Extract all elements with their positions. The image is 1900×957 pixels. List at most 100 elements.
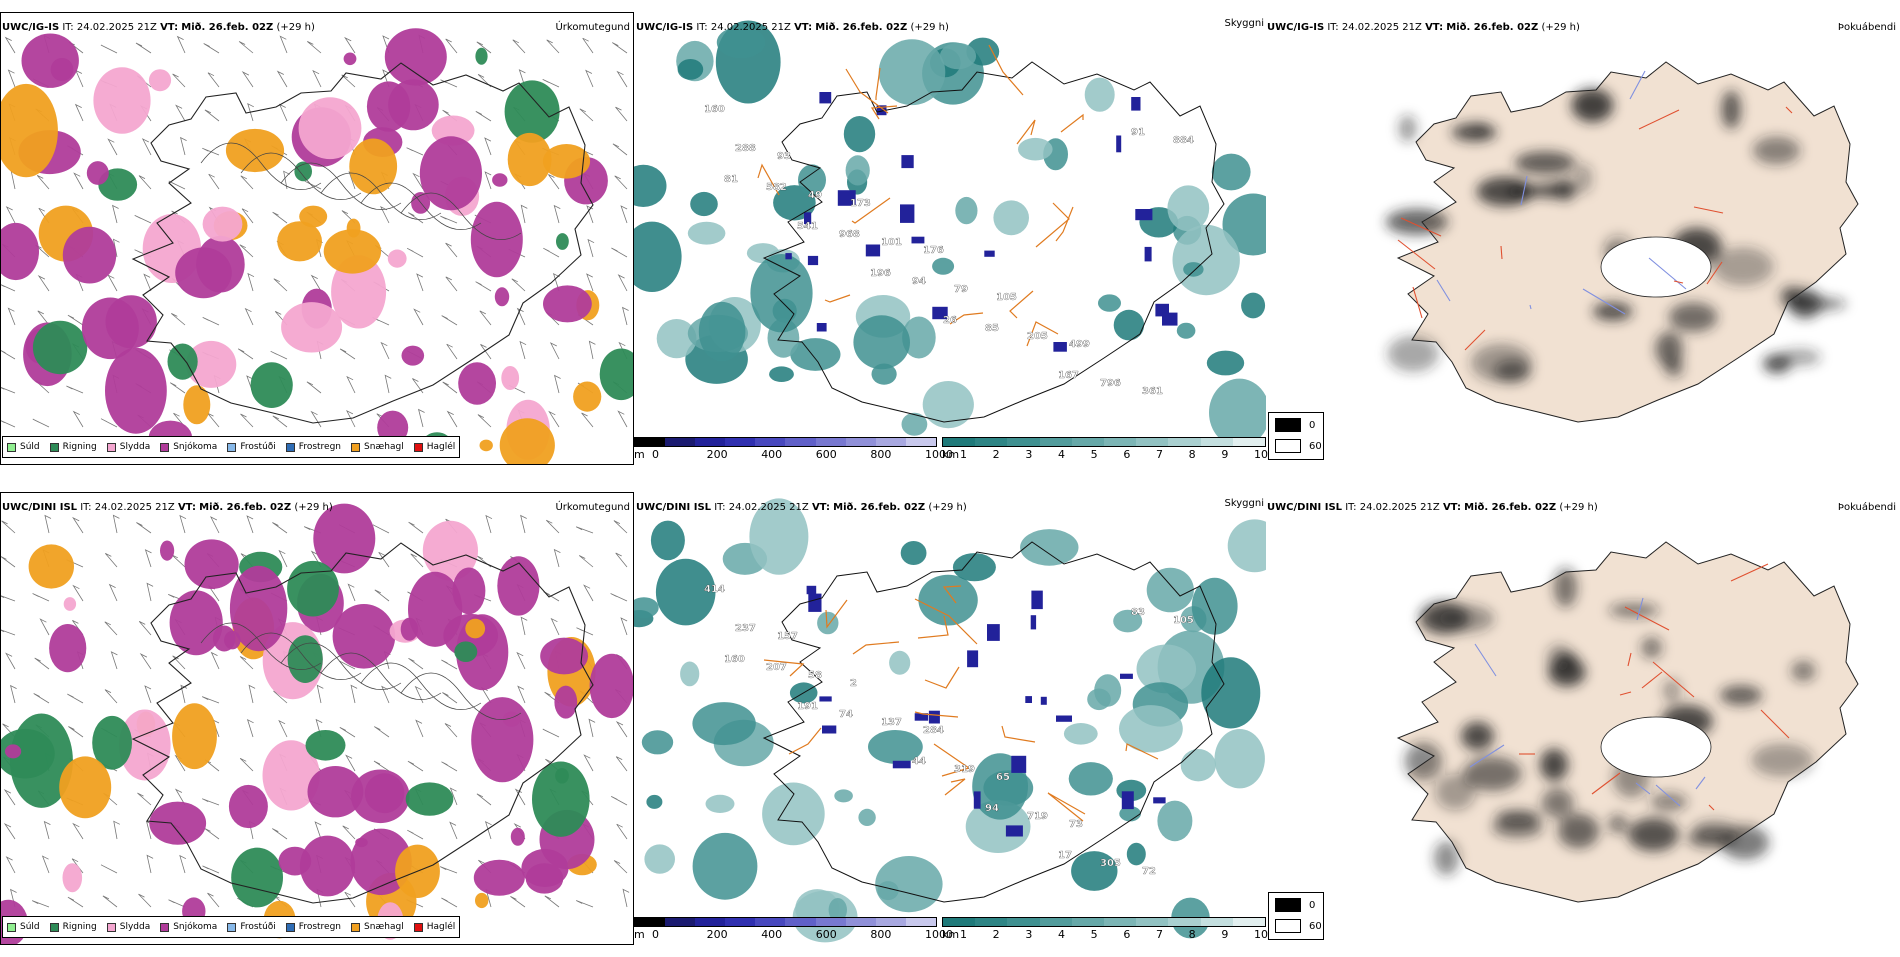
wind-barb bbox=[407, 829, 424, 840]
visibility-value-label: 81 bbox=[724, 174, 738, 185]
wind-barb bbox=[613, 860, 628, 874]
colorbar-bin bbox=[815, 438, 846, 446]
visibility-cell bbox=[918, 574, 978, 626]
road-line bbox=[1016, 119, 1036, 145]
low-visibility-cell bbox=[914, 713, 929, 721]
visibility-map-top: 160 93 173 176 105 499 361 288 49 101 79 205 796 884 5… bbox=[634, 20, 1266, 447]
precip-cell bbox=[169, 590, 223, 656]
road-line bbox=[1706, 261, 1723, 285]
colorbar-tick: 8 bbox=[1188, 928, 1196, 941]
legend-item: Frostúði bbox=[227, 922, 276, 932]
road-line bbox=[1001, 725, 1036, 743]
wind-barb bbox=[442, 692, 458, 704]
wind-barb bbox=[576, 900, 594, 908]
road-line bbox=[1760, 709, 1790, 739]
road-line bbox=[870, 105, 898, 120]
wind-barb bbox=[588, 340, 596, 360]
visibility-cell bbox=[790, 338, 841, 371]
wind-barb bbox=[39, 618, 50, 636]
visibility-cell bbox=[853, 315, 910, 370]
road-line bbox=[845, 68, 889, 114]
wind-barb bbox=[138, 893, 152, 908]
wind-barb bbox=[441, 897, 458, 908]
precip-cell bbox=[28, 544, 74, 589]
it-value: 24.02.2025 21Z bbox=[94, 502, 175, 513]
fog-panel-top bbox=[1266, 12, 1900, 465]
visibility-cell bbox=[955, 196, 978, 225]
legend-swatch bbox=[7, 442, 16, 452]
wind-barb bbox=[43, 820, 51, 840]
road-line bbox=[949, 312, 984, 325]
wind-barb bbox=[410, 553, 424, 568]
fog-cell bbox=[1592, 302, 1633, 321]
precip-cell bbox=[525, 863, 564, 894]
fog-cell bbox=[1650, 793, 1688, 811]
wind-barb bbox=[202, 147, 220, 156]
wind-barb bbox=[576, 627, 594, 636]
visibility-value-label: 288 bbox=[735, 143, 756, 154]
visibility-cell bbox=[1113, 309, 1145, 341]
precip-cell bbox=[225, 128, 285, 173]
glacier bbox=[1600, 236, 1712, 298]
wind-barb bbox=[72, 410, 84, 428]
wind-barb bbox=[586, 273, 594, 292]
fog-map-bottom bbox=[1396, 541, 1859, 903]
road-line bbox=[1591, 772, 1621, 795]
road-line bbox=[1464, 329, 1486, 351]
colorbar-tick: 5 bbox=[1090, 448, 1098, 461]
precip-cell bbox=[160, 540, 175, 561]
wind-barb bbox=[542, 728, 560, 738]
visibility-cell bbox=[650, 520, 685, 561]
road-line bbox=[933, 743, 971, 777]
road-line bbox=[988, 44, 1024, 96]
fog-cell bbox=[1433, 840, 1459, 876]
precip-cell bbox=[473, 859, 525, 896]
visibility-cell bbox=[878, 39, 946, 106]
precip-cell bbox=[305, 730, 346, 761]
wind-barb bbox=[444, 723, 458, 738]
colorbar-bin bbox=[1200, 438, 1233, 446]
legend-item: Frostregn bbox=[285, 442, 341, 452]
wind-barb bbox=[549, 342, 560, 360]
river-line bbox=[1629, 70, 1646, 100]
visibility-cell bbox=[1094, 674, 1122, 707]
precip-cell bbox=[1, 83, 58, 178]
colorbar-bin bbox=[635, 438, 666, 446]
colorbar-strip bbox=[942, 437, 1266, 447]
wind-barb bbox=[553, 374, 561, 394]
precip-cell bbox=[32, 320, 88, 375]
wind-barb bbox=[67, 314, 84, 326]
visibility-value-label: 83 bbox=[1131, 607, 1145, 618]
visibility-value-label: 719 bbox=[1027, 811, 1048, 822]
wind-barb bbox=[239, 244, 254, 258]
visibility-value-label: 93 bbox=[777, 151, 791, 162]
fog-panel-title-top: Þokuábendi bbox=[1837, 22, 1896, 33]
visibility-value-label: 94 bbox=[985, 803, 999, 814]
visibility-cell bbox=[1063, 723, 1098, 745]
legend-item: Frostregn bbox=[285, 922, 341, 932]
fog-cell bbox=[1655, 331, 1683, 367]
visibility-value-label: 79 bbox=[954, 284, 968, 295]
wind-barb bbox=[33, 693, 50, 704]
wind-barb bbox=[209, 516, 220, 534]
road-line bbox=[1708, 804, 1715, 811]
fog-cell bbox=[1641, 636, 1662, 659]
low-visibility-cell bbox=[807, 255, 819, 266]
wind-barb bbox=[543, 247, 560, 258]
it-value: 24.02.2025 21Z bbox=[1359, 502, 1440, 513]
wind-barb bbox=[210, 651, 220, 670]
wind-barb bbox=[512, 39, 526, 54]
visibility-cell bbox=[858, 808, 876, 826]
fog-cell bbox=[1719, 685, 1763, 706]
wind-barb bbox=[614, 175, 628, 190]
wind-barb bbox=[1, 350, 16, 360]
legend-swatch bbox=[351, 922, 361, 932]
precip-cell bbox=[212, 625, 236, 652]
colorbar-bin bbox=[1007, 438, 1040, 446]
fog-cell bbox=[1461, 721, 1494, 751]
low-visibility-cell bbox=[1131, 97, 1141, 111]
vt-value: Mið. 26.feb. 02Z bbox=[1446, 22, 1539, 33]
precip-cell bbox=[543, 285, 592, 323]
legend-item: Snæhagl bbox=[351, 922, 404, 932]
wind-barb bbox=[172, 655, 186, 670]
